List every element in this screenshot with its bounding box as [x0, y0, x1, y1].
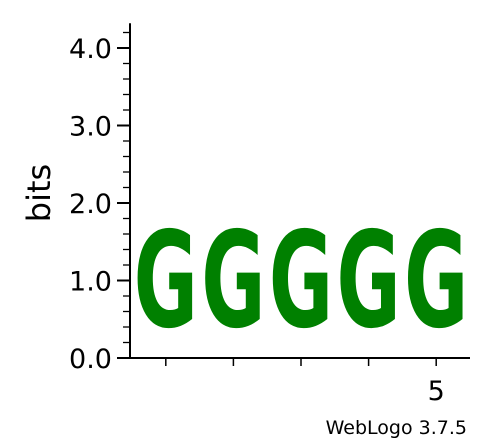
y-tick-label: 2.0	[69, 189, 112, 220]
x-axis: 5	[130, 357, 470, 407]
x-tick-label: 5	[428, 376, 445, 407]
logo-letter: G	[269, 203, 333, 358]
y-tick-label: 4.0	[69, 34, 112, 65]
weblogo-credit: WebLogo 3.7.5	[326, 417, 467, 439]
y-axis: 0.0 1.0 2.0 3.0 4.0	[69, 23, 131, 375]
logo-letter: G	[134, 203, 198, 358]
logo-letter: G	[336, 203, 400, 358]
y-axis-label: bits	[20, 164, 58, 222]
logo-letter: G	[404, 203, 468, 358]
logo-letter: G	[201, 203, 265, 358]
y-tick-label: 3.0	[69, 112, 112, 143]
y-tick-label: 0.0	[69, 344, 112, 375]
y-tick-label: 1.0	[69, 267, 112, 298]
